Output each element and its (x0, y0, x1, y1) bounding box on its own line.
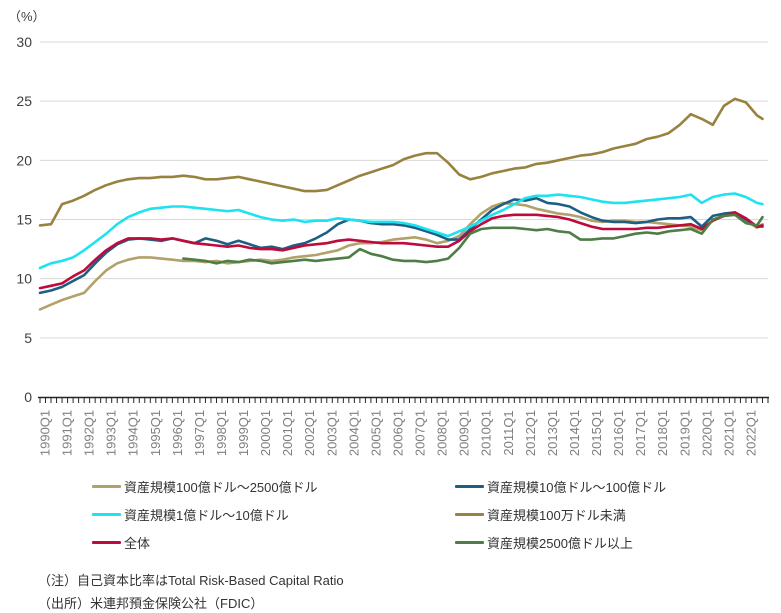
y-tick-label: 15 (16, 212, 32, 228)
x-tick-label: 2011Q1 (501, 410, 516, 455)
y-tick-label: 25 (16, 93, 32, 109)
x-tick-label: 1997Q1 (192, 410, 207, 456)
y-tick-label: 5 (24, 330, 32, 346)
y-tick-label: 30 (16, 34, 32, 50)
series-line-3 (38, 97, 764, 227)
legend-item: 資産規模100億ドル～2500億ドル (92, 477, 455, 496)
legend-swatch (455, 540, 484, 545)
y-tick-label: 10 (16, 271, 32, 287)
legend-swatch (92, 512, 121, 517)
x-tick-label: 2015Q1 (589, 410, 604, 456)
legend-label: 資産規模2500億ドル以上 (487, 536, 633, 551)
y-tick-label: 0 (24, 389, 32, 405)
legend-item: 資産規模1億ドル～10億ドル (92, 505, 455, 524)
x-tick-label: 2022Q1 (743, 410, 758, 456)
legend-swatch (92, 484, 121, 489)
x-tick-label: 1992Q1 (82, 410, 97, 456)
x-tick-label: 2010Q1 (479, 410, 494, 456)
y-axis-unit-label: （%） (8, 9, 46, 24)
x-tick-label: 2016Q1 (611, 410, 626, 456)
x-tick-label: 2002Q1 (302, 410, 317, 456)
chart-legend: 資産規模100億ドル～2500億ドル 資産規模10億ドル～100億ドル資産規模1億… (92, 477, 732, 552)
y-tick-label: 20 (16, 152, 32, 168)
x-tick-label: 1993Q1 (104, 410, 119, 456)
x-tick-label: 2014Q1 (567, 410, 582, 456)
x-tick-label: 2017Q1 (633, 410, 648, 456)
line-chart: 0 5 10 15 20 25 30 1990Q1 1991Q1 1992Q1 1993Q1 1994… (16, 34, 769, 456)
legend-label: 全体 (124, 536, 151, 551)
x-tick-label: 1995Q1 (148, 410, 163, 456)
legend-label: 資産規模10億ドル～100億ドル (487, 480, 667, 495)
x-tick-label: 2000Q1 (258, 410, 273, 456)
legend-swatch (455, 484, 484, 489)
x-tick-label: 1999Q1 (236, 410, 251, 456)
series-line-0 (38, 201, 764, 311)
x-tick-label: 2005Q1 (368, 410, 383, 456)
x-tick-label: 1998Q1 (214, 410, 229, 456)
chart-notes: （注）自己資本比率はTotal Risk-Based Capital Ratio… (38, 569, 344, 613)
x-tick-label: 2018Q1 (655, 410, 670, 456)
legend-item: 資産規模10億ドル～100億ドル (455, 477, 732, 496)
x-tick-label: 2007Q1 (413, 410, 428, 456)
x-tick-label: 1994Q1 (126, 410, 141, 456)
x-tick-label: 2008Q1 (435, 410, 450, 456)
legend-item: 全体 (92, 533, 455, 552)
x-tick-label: 1990Q1 (38, 410, 53, 456)
legend-item: 資産規模100万ドル未満 (455, 505, 732, 524)
x-tick-label: 2009Q1 (457, 410, 472, 456)
legend-swatch (455, 512, 484, 517)
x-tick-label: 2003Q1 (324, 410, 339, 456)
legend-label: 資産規模100万ドル未満 (487, 508, 626, 523)
x-tick-label: 2020Q1 (699, 410, 714, 456)
x-tick-label: 1996Q1 (170, 410, 185, 456)
legend-swatch (92, 540, 121, 545)
note-line: （注）自己資本比率はTotal Risk-Based Capital Ratio (38, 573, 344, 588)
x-tick-label: 2001Q1 (280, 410, 295, 456)
source-line: （出所）米連邦預金保険公社（FDIC） (38, 596, 264, 611)
legend-label: 資産規模100億ドル～2500億ドル (124, 480, 318, 495)
x-tick-label: 2021Q1 (721, 410, 736, 456)
x-tick-label: 1991Q1 (60, 410, 75, 456)
legend-item: 資産規模2500億ドル以上 (455, 533, 732, 552)
x-tick-label: 2004Q1 (346, 410, 361, 456)
x-tick-label: 2019Q1 (677, 410, 692, 456)
series-line-5 (182, 213, 764, 265)
x-tick-label: 2012Q1 (523, 410, 538, 456)
series-line-4 (38, 211, 764, 290)
x-tick-label: 2013Q1 (545, 410, 560, 456)
legend-label: 資産規模1億ドル～10億ドル (124, 508, 289, 523)
series-line-2 (38, 192, 764, 270)
x-tick-label: 2006Q1 (390, 410, 405, 456)
